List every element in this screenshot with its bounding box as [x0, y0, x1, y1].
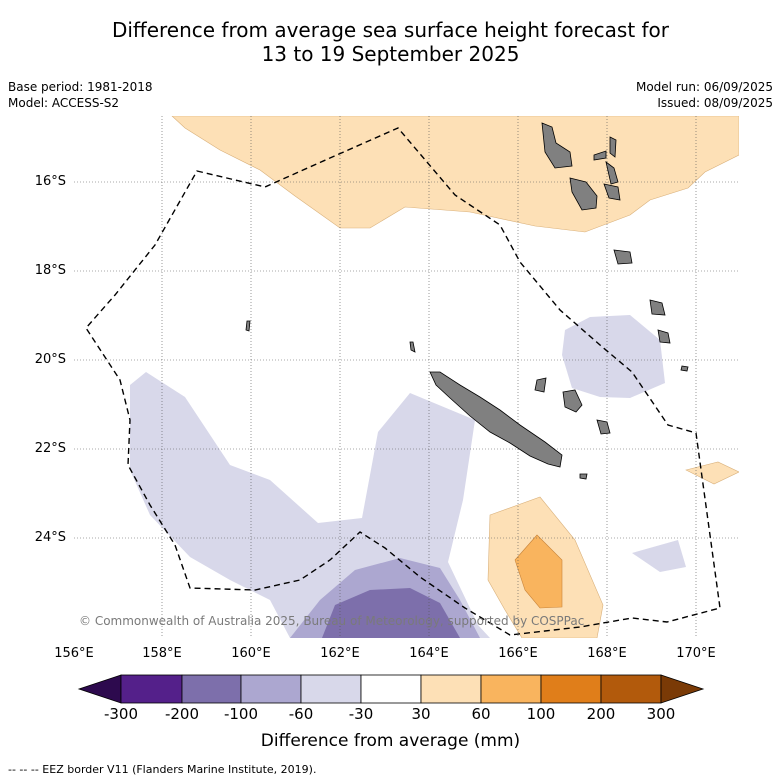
islet-2: [680, 365, 689, 372]
colorbar-tick-label: -60: [288, 705, 314, 723]
colorbar-tick-label: -100: [223, 705, 259, 723]
colorbar-segment: [300, 674, 362, 704]
lon-label-166e: 166°E: [498, 646, 538, 661]
lat-label-20s: 20°S: [34, 352, 66, 367]
vanuatu-island-5: [605, 161, 619, 185]
colorbar-extend-low: [77, 674, 122, 704]
colorbar-segment: [600, 674, 662, 704]
anomaly-positive-south-core: [514, 534, 563, 609]
vanuatu-island-4: [609, 136, 617, 158]
colorbar-tick-label: 200: [586, 705, 616, 723]
model-name: Model: ACCESS-S2: [8, 96, 120, 110]
colorbar-tick-label: -300: [103, 705, 139, 723]
lon-label-162e: 162°E: [320, 646, 360, 661]
copyright-notice: © Commonwealth of Australia 2025, Bureau…: [79, 614, 585, 628]
vanuatu-island-8: [649, 299, 666, 316]
colorbar-segment: [480, 674, 542, 704]
lat-label-22s: 22°S: [34, 441, 66, 456]
lon-label-156e: 156°E: [54, 646, 94, 661]
meta-left: Base period: 1981-2018 Model: ACCESS-S2: [8, 79, 153, 111]
base-period: Base period: 1981-2018: [8, 80, 153, 94]
lat-label-24s: 24°S: [34, 530, 66, 545]
new-caledonia: [429, 371, 563, 468]
anomaly-negative-southeast: [632, 540, 686, 572]
colorbar-segment: [240, 674, 302, 704]
lon-label-158e: 158°E: [142, 646, 182, 661]
title-line-1: Difference from average sea surface heig…: [111, 18, 670, 42]
graticule: [74, 116, 739, 638]
lon-label-168e: 168°E: [587, 646, 627, 661]
colorbar-tick-label: 30: [411, 705, 431, 723]
colorbar-segment: [120, 674, 183, 704]
land-masses: [245, 122, 689, 480]
anomaly-negative-dark: [322, 588, 460, 638]
lat-label-16s: 16°S: [34, 174, 66, 189]
vanuatu-island-3: [593, 150, 607, 161]
vanuatu-island-7: [613, 249, 633, 265]
loyalty-island-3: [534, 377, 547, 393]
anomaly-positive-east: [685, 461, 739, 485]
colorbar: [77, 674, 705, 704]
islet-1: [245, 320, 251, 332]
loyalty-island-1: [562, 389, 583, 413]
islet-4: [409, 341, 416, 353]
vanuatu-island-2: [569, 177, 598, 211]
colorbar-segment: [360, 674, 422, 704]
colorbar-tick-label: 300: [646, 705, 676, 723]
colorbar-segment: [420, 674, 482, 704]
loyalty-island-2: [596, 419, 611, 435]
chart-title: Difference from average sea surface heig…: [0, 18, 781, 66]
issued-date: Issued: 08/09/2025: [657, 96, 773, 110]
colorbar-title: Difference from average (mm): [260, 731, 521, 751]
colorbar-tick-label: 100: [526, 705, 556, 723]
lon-label-170e: 170°E: [676, 646, 716, 661]
vanuatu-island-1: [541, 122, 573, 169]
lon-label-160e: 160°E: [231, 646, 271, 661]
anomaly-positive-north: [171, 116, 739, 233]
islet-3: [579, 473, 588, 480]
meta-right: Model run: 06/09/2025 Issued: 08/09/2025: [636, 79, 773, 111]
vanuatu-island-9: [657, 329, 671, 344]
colorbar-tick-label: -200: [164, 705, 200, 723]
title-line-2: 13 to 19 September 2025: [261, 42, 520, 66]
lat-label-18s: 18°S: [34, 263, 66, 278]
eez-legend-note: -- -- -- EEZ border V11 (Flanders Marine…: [8, 763, 317, 776]
vanuatu-island-6: [603, 183, 621, 201]
colorbar-segment: [181, 674, 242, 704]
colorbar-tick-label: 60: [471, 705, 491, 723]
colorbar-segment: [540, 674, 602, 704]
model-run: Model run: 06/09/2025: [635, 80, 773, 94]
eez-border: [85, 127, 721, 636]
colorbar-extend-high: [660, 674, 705, 704]
colorbar-tick-label: -30: [348, 705, 374, 723]
lon-label-164e: 164°E: [409, 646, 449, 661]
